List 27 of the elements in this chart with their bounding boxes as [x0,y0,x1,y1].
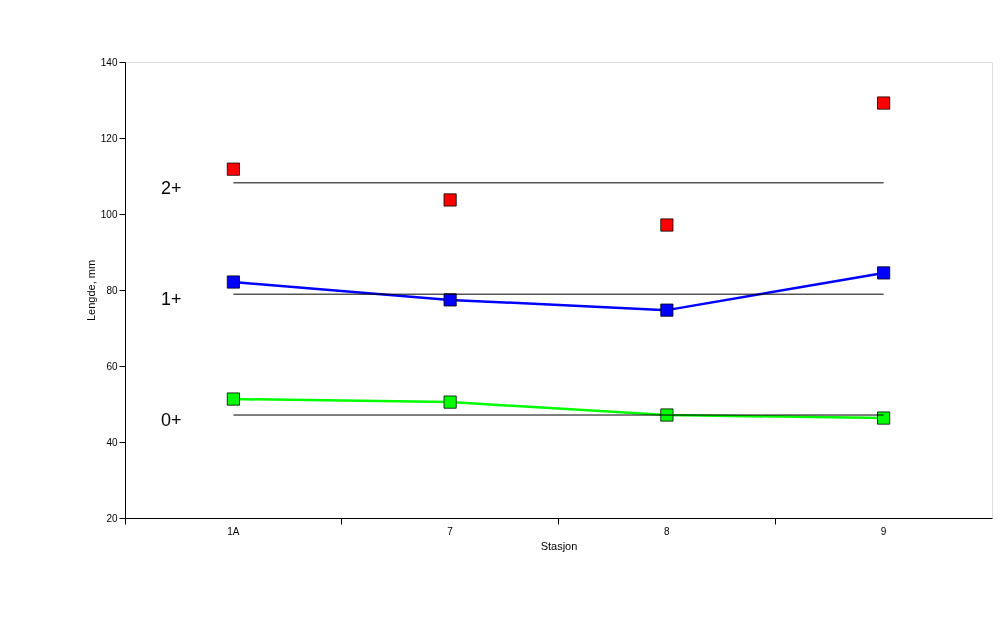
point [660,218,674,232]
annotation: 1+ [161,289,182,310]
y-tick-label: 120 [100,132,118,144]
y-tick-label: 20 [106,512,118,524]
x-tick-label: 9 [880,525,887,537]
x-axis-title: Stasjon [540,539,578,552]
point [226,275,240,289]
y-tick-label: 60 [106,360,118,372]
point [443,193,457,207]
point [226,162,240,176]
point [877,411,891,425]
x-tick-label: 8 [664,525,671,537]
point [877,96,891,110]
point [226,392,240,406]
y-tick-label: 140 [100,56,118,68]
y-tick-label: 100 [100,208,118,220]
y-tick-label: 80 [106,284,118,296]
x-tick-label: 1A [227,525,240,537]
y-tick-label: 40 [106,436,118,448]
annotation: 0+ [161,410,182,431]
annotation: 2+ [161,177,182,198]
y-axis-title: Lengde, mm [84,259,97,322]
point [660,303,674,317]
point [443,395,457,409]
x-tick-label: 7 [447,525,454,537]
point [877,266,891,280]
point [443,293,457,307]
